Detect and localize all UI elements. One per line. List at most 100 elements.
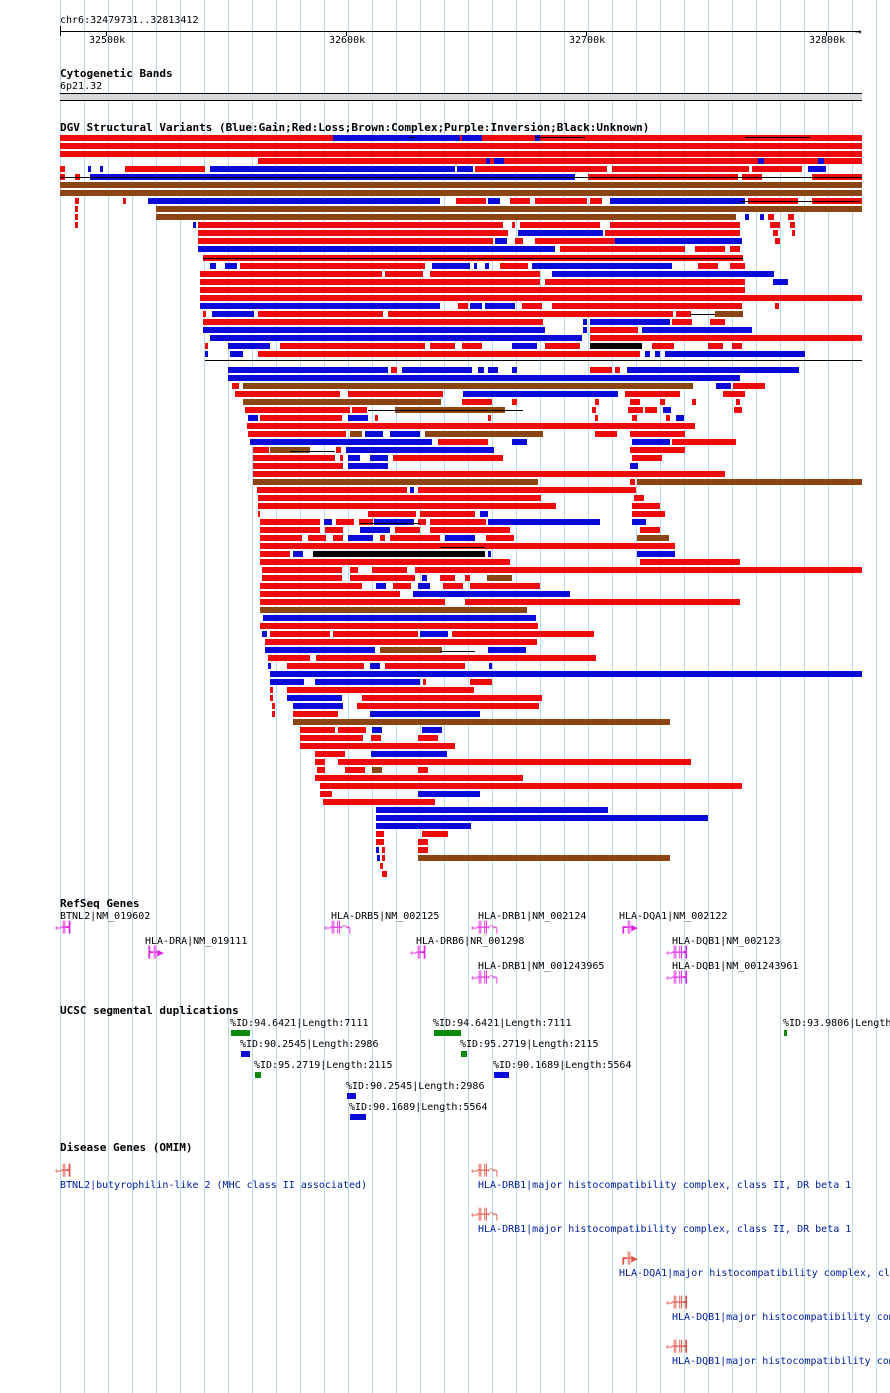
dgv-variant-bar[interactable] [377, 855, 380, 861]
dgv-variant-bar[interactable] [457, 166, 473, 172]
dgv-variant-bar[interactable] [768, 214, 774, 220]
dgv-variant-bar[interactable] [348, 391, 443, 397]
dgv-variant-bar[interactable] [345, 767, 365, 773]
dgv-variant-bar[interactable] [645, 351, 650, 357]
omim-gene-icon[interactable]: ⇐╫╫⌒╮ [471, 1164, 500, 1177]
dgv-variant-bar[interactable] [413, 591, 570, 597]
dgv-variant-bar[interactable] [260, 535, 302, 541]
dgv-variant-bar[interactable] [260, 527, 320, 533]
dgv-variant-bar[interactable] [758, 158, 764, 164]
dgv-variant-bar[interactable] [610, 198, 745, 204]
dgv-variant-bar[interactable] [583, 327, 587, 333]
dgv-variant-bar[interactable] [370, 455, 388, 461]
omim-label[interactable]: HLA-DRB1|major histocompatibility comple… [478, 1180, 852, 1191]
dgv-variant-bar[interactable] [247, 423, 695, 429]
dgv-variant-bar[interactable] [632, 519, 646, 525]
dgv-variant-bar[interactable] [262, 567, 342, 573]
dgv-variant-bar[interactable] [245, 407, 350, 413]
dgv-variant-bar[interactable] [395, 527, 420, 533]
dgv-variant-bar[interactable] [260, 559, 510, 565]
dgv-variant-bar[interactable] [350, 575, 415, 581]
dgv-variant-bar[interactable] [200, 303, 440, 309]
dgv-variant-bar[interactable] [293, 551, 303, 557]
dgv-variant-bar[interactable] [262, 631, 267, 637]
dgv-variant-bar[interactable] [630, 463, 638, 469]
dgv-variant-bar[interactable] [640, 559, 740, 565]
dgv-variant-bar[interactable] [125, 166, 205, 172]
dgv-variant-bar[interactable] [270, 631, 330, 637]
dgv-variant-bar[interactable] [512, 399, 517, 405]
dgv-variant-bar[interactable] [260, 607, 527, 613]
dgv-variant-bar[interactable] [512, 343, 537, 349]
dgv-variant-bar[interactable] [287, 663, 364, 669]
dgv-variant-bar[interactable] [790, 222, 795, 228]
dgv-variant-bar[interactable] [260, 543, 675, 549]
dgv-variant-bar[interactable] [590, 319, 670, 325]
dgv-variant-bar[interactable] [522, 303, 542, 309]
dgv-variant-bar[interactable] [495, 238, 507, 244]
dgv-variant-bar[interactable] [270, 671, 862, 677]
dgv-variant-bar[interactable] [637, 479, 862, 485]
dgv-variant-bar[interactable] [372, 135, 460, 141]
dgv-variant-bar[interactable] [610, 222, 740, 228]
dgv-variant-bar[interactable] [630, 447, 685, 453]
gene-model-icon[interactable]: ┣╫▶ [146, 946, 164, 959]
dgv-variant-bar[interactable] [225, 263, 237, 269]
dgv-variant-bar[interactable] [324, 519, 332, 525]
dgv-variant-bar[interactable] [315, 759, 325, 765]
dgv-variant-bar[interactable] [336, 519, 354, 525]
dgv-variant-bar[interactable] [730, 263, 745, 269]
dgv-variant-bar[interactable] [253, 479, 538, 485]
dgv-variant-bar[interactable] [510, 198, 530, 204]
dgv-variant-bar[interactable] [463, 391, 618, 397]
dgv-variant-bar[interactable] [752, 166, 802, 172]
segdup-bar[interactable] [784, 1030, 787, 1036]
dgv-variant-bar[interactable] [352, 407, 367, 413]
dgv-variant-bar[interactable] [443, 583, 463, 589]
dgv-variant-bar[interactable] [260, 519, 320, 525]
dgv-variant-bar[interactable] [203, 319, 543, 325]
dgv-variant-bar[interactable] [360, 527, 390, 533]
dgv-variant-bar[interactable] [265, 647, 375, 653]
dgv-variant-bar[interactable] [773, 279, 788, 285]
dgv-variant-bar[interactable] [628, 407, 643, 413]
dgv-variant-bar[interactable] [552, 271, 774, 277]
gene-label[interactable]: HLA-DRB1|NM_001243965 [478, 961, 605, 972]
dgv-variant-bar[interactable] [418, 791, 480, 797]
dgv-variant-bar[interactable] [480, 511, 488, 517]
dgv-variant-bar[interactable] [210, 335, 582, 341]
dgv-variant-bar[interactable] [775, 303, 779, 309]
dgv-variant-bar[interactable] [323, 799, 435, 805]
dgv-variant-bar[interactable] [380, 535, 385, 541]
dgv-variant-bar[interactable] [340, 455, 343, 461]
gene-label[interactable]: HLA-DQB1|NM_002123 [672, 936, 781, 947]
dgv-variant-bar[interactable] [637, 551, 675, 557]
dgv-variant-bar[interactable] [253, 463, 343, 469]
dgv-variant-bar[interactable] [370, 711, 480, 717]
dgv-variant-bar[interactable] [156, 206, 862, 212]
dgv-variant-bar[interactable] [268, 655, 310, 661]
dgv-variant-bar[interactable] [248, 415, 258, 421]
dgv-variant-bar[interactable] [270, 447, 310, 453]
dgv-variant-bar[interactable] [253, 447, 269, 453]
segdup-label[interactable]: %ID:95.2719|Length:2115 [460, 1039, 599, 1050]
dgv-variant-bar[interactable] [272, 703, 275, 709]
dgv-variant-bar[interactable] [258, 495, 541, 501]
gene-label[interactable]: HLA-DQB1|NM_001243961 [672, 961, 799, 972]
gene-model-icon[interactable]: ⇐╫╫┫ [666, 946, 689, 959]
dgv-variant-bar[interactable] [270, 679, 304, 685]
dgv-variant-bar[interactable] [432, 263, 470, 269]
dgv-variant-bar[interactable] [200, 295, 862, 301]
dgv-variant-bar[interactable] [258, 311, 383, 317]
dgv-variant-bar[interactable] [486, 158, 490, 164]
dgv-variant-bar[interactable] [462, 343, 482, 349]
dgv-variant-bar[interactable] [590, 327, 638, 333]
dgv-variant-bar[interactable] [402, 367, 472, 373]
dgv-variant-bar[interactable] [488, 198, 500, 204]
dgv-variant-bar[interactable] [583, 319, 587, 325]
dgv-variant-bar[interactable] [745, 214, 749, 220]
dgv-variant-bar[interactable] [663, 407, 671, 413]
dgv-variant-bar[interactable] [235, 391, 340, 397]
dgv-variant-bar[interactable] [203, 311, 206, 317]
dgv-variant-bar[interactable] [500, 263, 528, 269]
